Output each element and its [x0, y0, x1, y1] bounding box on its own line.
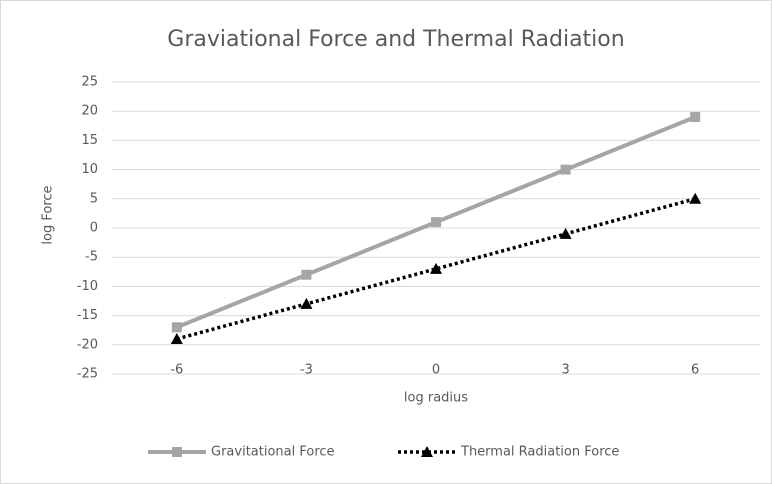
x-tick-label: -3: [300, 363, 313, 378]
marker: [689, 192, 702, 204]
y-tick-label: 20: [81, 104, 98, 119]
marker: [430, 262, 442, 274]
chart-title: Graviational Force and Thermal Radiation: [167, 27, 624, 52]
y-tick-label: -25: [77, 367, 98, 382]
y-tick-label: 10: [81, 162, 98, 177]
marker: [300, 297, 313, 309]
y-tick-label: -15: [77, 308, 98, 323]
marker: [690, 112, 701, 123]
marker: [431, 217, 441, 228]
x-tick-label: -6: [170, 363, 183, 378]
legend-label: Thermal Radiation Force: [460, 445, 619, 460]
y-tick-label: 5: [90, 191, 98, 206]
marker: [559, 227, 572, 239]
y-axis-label: log Force: [41, 185, 56, 244]
legend-marker: [172, 447, 182, 457]
legend-label: Gravitational Force: [211, 445, 335, 460]
marker: [301, 269, 312, 280]
y-tick-label: 15: [81, 133, 98, 148]
x-tick-label: 6: [691, 363, 699, 378]
y-tick-label: -20: [77, 337, 98, 352]
marker: [560, 164, 571, 175]
y-tick-label: -10: [77, 279, 98, 294]
y-tick-label: 25: [81, 75, 98, 90]
y-tick-label: 0: [90, 221, 98, 236]
x-axis-label: log radius: [404, 391, 468, 406]
legend-marker: [421, 446, 433, 457]
marker: [171, 322, 182, 333]
x-tick-label: 3: [561, 363, 569, 378]
y-tick-label: -5: [85, 250, 98, 265]
x-tick-label: 0: [432, 363, 440, 378]
marker: [170, 332, 183, 344]
